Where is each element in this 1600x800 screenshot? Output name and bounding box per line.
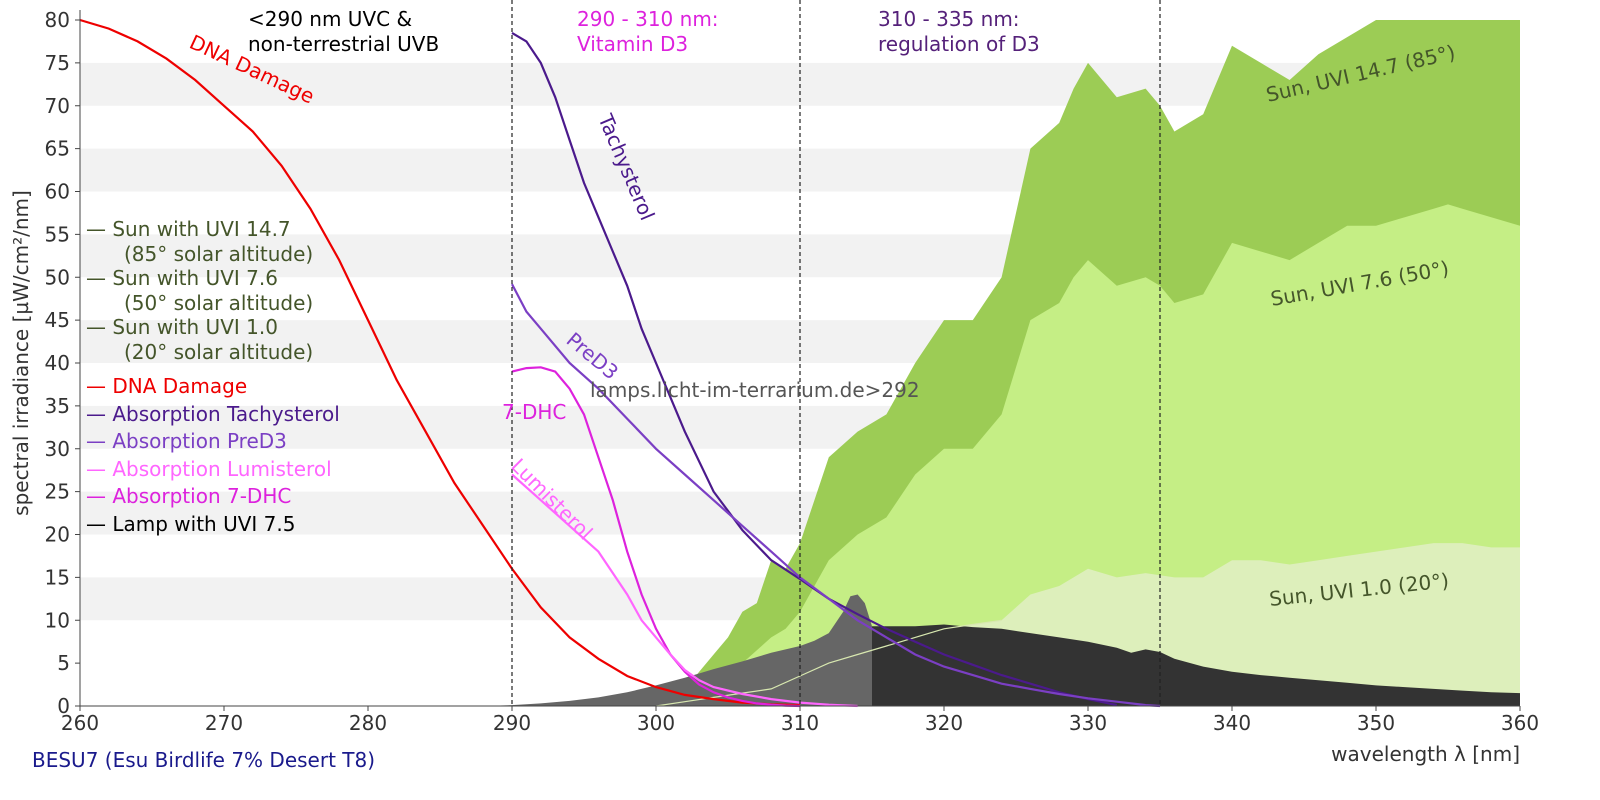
- y-tick-label: 35: [45, 394, 70, 418]
- y-tick-label: 15: [45, 565, 70, 589]
- region-dividers: [511, 0, 1161, 706]
- x-tick-label: 360: [1501, 711, 1539, 735]
- region-label: 290 - 310 nm:: [577, 7, 719, 31]
- x-tick-label: 270: [205, 711, 243, 735]
- legend-entry: — Absorption 7-DHC: [86, 484, 291, 508]
- x-tick-label: 260: [61, 711, 99, 735]
- region-label: 310 - 335 nm:: [878, 7, 1020, 31]
- line-series: [79, 18, 1161, 708]
- line-dhc: [511, 366, 801, 708]
- x-tick-label: 310: [781, 711, 819, 735]
- y-tick-label: 0: [57, 694, 70, 718]
- area-lamp_grey: [483, 594, 872, 706]
- line-sun10_line: [655, 619, 1002, 707]
- legend-entry: — Sun with UVI 1.0: [86, 315, 278, 339]
- y-tick-label: 55: [45, 222, 70, 246]
- legend-entry: — Sun with UVI 14.7: [86, 217, 291, 241]
- line-lumisterol: [511, 473, 858, 708]
- legend-entry: — DNA Damage: [86, 374, 247, 398]
- legend-entry: — Absorption Tachysterol: [86, 402, 340, 426]
- y-tick-label: 50: [45, 265, 70, 289]
- x-tick-label: 320: [925, 711, 963, 735]
- region-label: <290 nm UVC &: [248, 7, 412, 31]
- legend-entry: — Absorption Lumisterol: [86, 457, 332, 481]
- region-label: non-terrestrial UVB: [248, 32, 439, 56]
- legend-entry: — Lamp with UVI 7.5: [86, 512, 295, 536]
- y-tick-label: 40: [45, 351, 70, 375]
- region-label: regulation of D3: [878, 32, 1040, 56]
- region-label: Vitamin D3: [577, 32, 688, 56]
- area-series: [483, 20, 1520, 706]
- legend-entry: — Sun with UVI 7.6: [86, 266, 278, 290]
- line-dna: [79, 18, 801, 707]
- line-pred3: [511, 283, 1161, 708]
- legend-entry: (20° solar altitude): [124, 340, 313, 364]
- legend-entry: (85° solar altitude): [124, 242, 313, 266]
- y-tick-label: 80: [45, 8, 70, 32]
- y-tick-label: 70: [45, 94, 70, 118]
- x-tick-label: 330: [1069, 711, 1107, 735]
- y-tick-label: 20: [45, 523, 70, 547]
- legend-entry: — Absorption PreD3: [86, 429, 287, 453]
- watermark: lamps.licht-im-terrarium.de>292: [590, 378, 920, 402]
- x-tick-label: 280: [349, 711, 387, 735]
- x-axis-label: wavelength λ [nm]: [1331, 742, 1520, 766]
- x-tick-label: 350: [1357, 711, 1395, 735]
- x-tick-label: 300: [637, 711, 675, 735]
- y-tick-label: 5: [57, 651, 70, 675]
- curve-label: 7-DHC: [502, 400, 566, 424]
- y-axis-label: spectral irradiance [µW/cm²/nm]: [9, 190, 33, 516]
- lamp-name: BESU7 (Esu Birdlife 7% Desert T8): [32, 748, 375, 772]
- axes: 0 5 10 15 20 25 30 35 40 45 50 55 60 65 70 75 80 260 270 28…: [9, 8, 1539, 766]
- y-tick-label: 25: [45, 480, 70, 504]
- y-tick-label: 60: [45, 180, 70, 204]
- y-tick-label: 45: [45, 308, 70, 332]
- y-tick-label: 65: [45, 137, 70, 161]
- y-tick-label: 10: [45, 608, 70, 632]
- legend-entry: (50° solar altitude): [124, 291, 313, 315]
- y-tick-label: 30: [45, 437, 70, 461]
- x-tick-label: 290: [493, 711, 531, 735]
- y-tick-label: 75: [45, 51, 70, 75]
- x-tick-label: 340: [1213, 711, 1251, 735]
- line-tachysterol: [511, 31, 1118, 707]
